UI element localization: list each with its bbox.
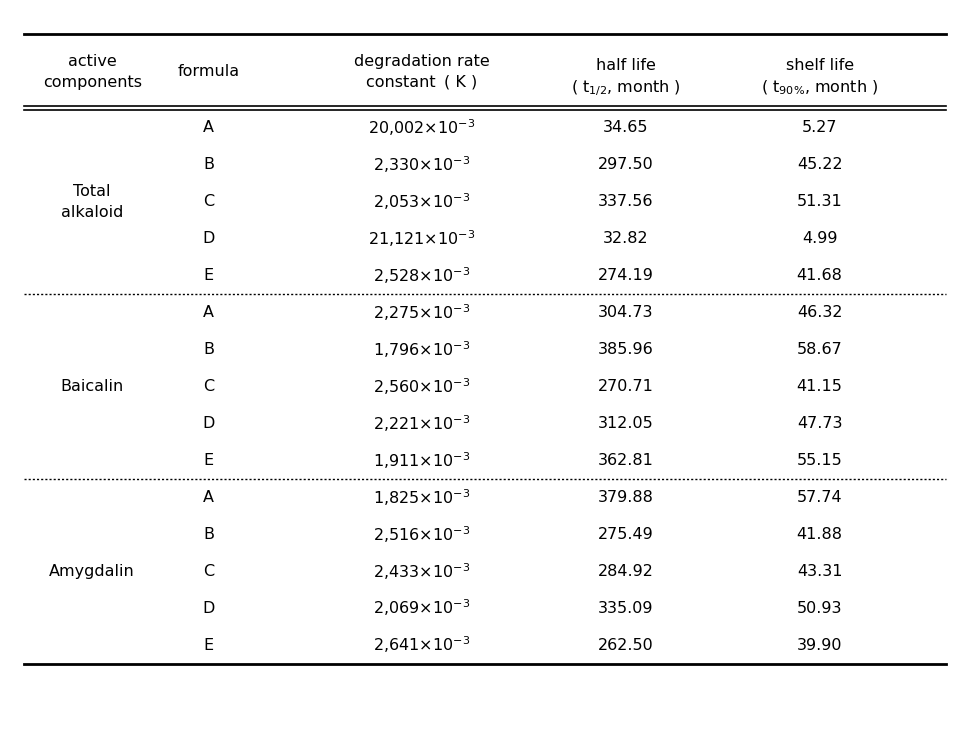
Text: 41.15: 41.15 bbox=[796, 379, 842, 394]
Text: 379.88: 379.88 bbox=[597, 490, 653, 504]
Text: 2,528$\times10^{-3}$: 2,528$\times10^{-3}$ bbox=[373, 265, 470, 286]
Text: half life: half life bbox=[595, 58, 655, 73]
Text: 275.49: 275.49 bbox=[597, 527, 653, 541]
Text: D: D bbox=[203, 601, 214, 615]
Text: 2,221$\times10^{-3}$: 2,221$\times10^{-3}$ bbox=[373, 413, 470, 434]
Text: 50.93: 50.93 bbox=[797, 601, 841, 615]
Text: D: D bbox=[203, 416, 214, 431]
Text: B: B bbox=[203, 527, 214, 541]
Text: B: B bbox=[203, 342, 214, 357]
Text: E: E bbox=[203, 453, 213, 467]
Text: C: C bbox=[203, 564, 214, 578]
Text: A: A bbox=[203, 121, 214, 135]
Text: 20,002$\times10^{-3}$: 20,002$\times10^{-3}$ bbox=[368, 118, 475, 138]
Text: 284.92: 284.92 bbox=[597, 564, 653, 578]
Text: shelf life: shelf life bbox=[785, 58, 853, 73]
Text: formula: formula bbox=[177, 64, 239, 79]
Text: Amygdalin: Amygdalin bbox=[49, 564, 135, 578]
Text: 1,911$\times10^{-3}$: 1,911$\times10^{-3}$ bbox=[373, 450, 470, 470]
Text: 2,053$\times10^{-3}$: 2,053$\times10^{-3}$ bbox=[373, 192, 470, 212]
Text: 5.27: 5.27 bbox=[801, 121, 836, 135]
Text: E: E bbox=[203, 268, 213, 283]
Text: A: A bbox=[203, 490, 214, 504]
Text: 1,796$\times10^{-3}$: 1,796$\times10^{-3}$ bbox=[373, 339, 470, 360]
Text: 45.22: 45.22 bbox=[796, 158, 842, 172]
Text: A: A bbox=[203, 305, 214, 320]
Text: 51.31: 51.31 bbox=[796, 195, 842, 209]
Text: 270.71: 270.71 bbox=[597, 379, 653, 394]
Text: 58.67: 58.67 bbox=[796, 342, 842, 357]
Text: degradation rate
constant  ( K ): degradation rate constant ( K ) bbox=[354, 54, 489, 90]
Text: 21,121$\times10^{-3}$: 21,121$\times10^{-3}$ bbox=[368, 228, 475, 249]
Text: Total
alkaloid: Total alkaloid bbox=[61, 184, 123, 219]
Text: 274.19: 274.19 bbox=[597, 268, 653, 283]
Text: 2,330$\times10^{-3}$: 2,330$\times10^{-3}$ bbox=[373, 155, 470, 175]
Text: 55.15: 55.15 bbox=[796, 453, 842, 467]
Text: 34.65: 34.65 bbox=[603, 121, 647, 135]
Text: 47.73: 47.73 bbox=[797, 416, 841, 431]
Text: 43.31: 43.31 bbox=[797, 564, 841, 578]
Text: ( t$_{90\%}$, month ): ( t$_{90\%}$, month ) bbox=[761, 79, 877, 97]
Text: E: E bbox=[203, 638, 213, 652]
Text: active
components: active components bbox=[43, 54, 141, 90]
Text: 362.81: 362.81 bbox=[597, 453, 653, 467]
Text: 2,560$\times10^{-3}$: 2,560$\times10^{-3}$ bbox=[373, 376, 470, 397]
Text: 32.82: 32.82 bbox=[602, 231, 648, 246]
Text: 2,641$\times10^{-3}$: 2,641$\times10^{-3}$ bbox=[373, 635, 470, 655]
Text: 312.05: 312.05 bbox=[597, 416, 653, 431]
Text: 4.99: 4.99 bbox=[801, 231, 836, 246]
Text: B: B bbox=[203, 158, 214, 172]
Text: 304.73: 304.73 bbox=[597, 305, 653, 320]
Text: 297.50: 297.50 bbox=[597, 158, 653, 172]
Text: 385.96: 385.96 bbox=[597, 342, 653, 357]
Text: 41.88: 41.88 bbox=[796, 527, 842, 541]
Text: C: C bbox=[203, 195, 214, 209]
Text: D: D bbox=[203, 231, 214, 246]
Text: 2,069$\times10^{-3}$: 2,069$\times10^{-3}$ bbox=[373, 598, 470, 618]
Text: 2,516$\times10^{-3}$: 2,516$\times10^{-3}$ bbox=[373, 524, 470, 544]
Text: 39.90: 39.90 bbox=[797, 638, 841, 652]
Text: 335.09: 335.09 bbox=[597, 601, 653, 615]
Text: 337.56: 337.56 bbox=[597, 195, 653, 209]
Text: 262.50: 262.50 bbox=[597, 638, 653, 652]
Text: C: C bbox=[203, 379, 214, 394]
Text: Baicalin: Baicalin bbox=[60, 379, 124, 394]
Text: 57.74: 57.74 bbox=[796, 490, 842, 504]
Text: 2,433$\times10^{-3}$: 2,433$\times10^{-3}$ bbox=[373, 561, 470, 581]
Text: 46.32: 46.32 bbox=[797, 305, 841, 320]
Text: ( t$_{1/2}$, month ): ( t$_{1/2}$, month ) bbox=[570, 78, 680, 98]
Text: 1,825$\times10^{-3}$: 1,825$\times10^{-3}$ bbox=[373, 487, 470, 507]
Text: 41.68: 41.68 bbox=[796, 268, 842, 283]
Text: 2,275$\times10^{-3}$: 2,275$\times10^{-3}$ bbox=[373, 302, 470, 323]
